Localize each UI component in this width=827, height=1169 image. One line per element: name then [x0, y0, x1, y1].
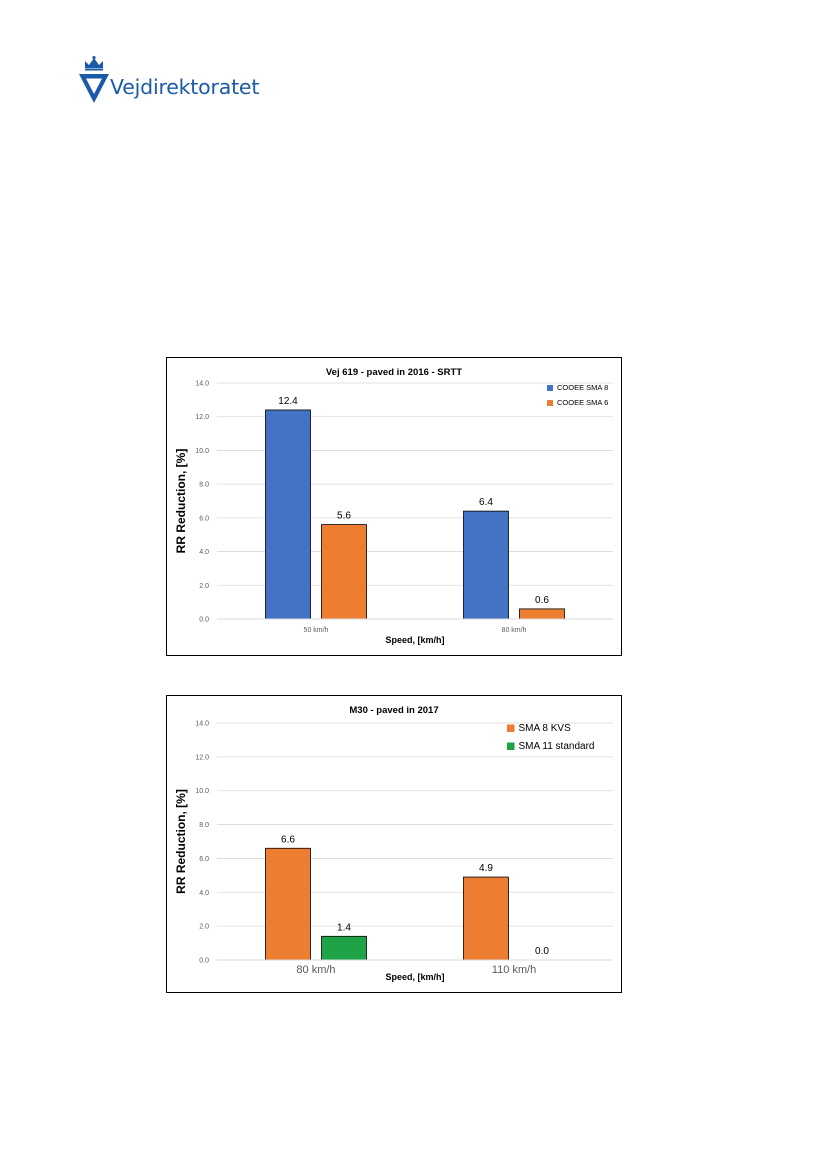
chart-title: Vej 619 - paved in 2016 - SRTT: [326, 367, 462, 378]
y-tick-label: 4.0: [199, 890, 209, 897]
bar: [519, 608, 565, 620]
y-tick-label: 2.0: [199, 924, 209, 931]
y-tick-label: 12.0: [195, 414, 209, 421]
legend-label: SMA 11 standard: [519, 741, 595, 752]
y-tick-label: 10.0: [195, 448, 209, 455]
legend-label: SMA 8 KVS: [519, 723, 572, 734]
data-label: 1.4: [337, 922, 351, 933]
y-tick-label: 8.0: [199, 482, 209, 489]
chart-vej619: Vej 619 - paved in 2016 - SRTT 0.0 2.0 4.0 6…: [166, 357, 622, 656]
x-tick-label: 80 km/h: [296, 964, 335, 976]
legend-swatch: [507, 724, 515, 732]
bar: [265, 847, 311, 961]
bar: [463, 876, 509, 961]
chart-m30: M30 - paved in 2017 0.0 2.0 4.0 6.0 8.0 10.0 12…: [166, 695, 622, 993]
data-label: 0.0: [535, 946, 549, 957]
x-axis-label: Speed, [km/h]: [385, 635, 444, 645]
x-axis-label: Speed, [km/h]: [385, 972, 444, 982]
legend-swatch: [507, 742, 515, 750]
logo-wordmark: Vejdirektoratet: [110, 75, 260, 99]
x-tick-label: 110 km/h: [492, 964, 536, 976]
crown-shield-icon: [79, 56, 109, 103]
y-tick-label: 10.0: [195, 788, 209, 795]
legend-label: COOEE SMA 8: [557, 383, 608, 392]
y-tick-label: 14.0: [195, 381, 209, 388]
y-tick-label: 4.0: [199, 549, 209, 556]
x-tick-label: 50 km/h: [304, 627, 329, 634]
data-label: 4.9: [479, 863, 493, 874]
y-tick-label: 2.0: [199, 583, 209, 590]
data-label: 5.6: [337, 511, 351, 522]
x-tick-label: 80 km/h: [502, 627, 527, 634]
y-tick-label: 14.0: [195, 721, 209, 728]
vejdirektoratet-logo: Vejdirektoratet: [78, 56, 278, 106]
y-tick-label: 0.0: [199, 958, 209, 965]
legend-label: COOEE SMA 6: [557, 398, 608, 407]
chart-svg: M30 - paved in 2017 0.0 2.0 4.0 6.0 8.0 10.0 12…: [174, 705, 613, 982]
y-tick-label: 6.0: [199, 515, 209, 522]
bar: [321, 935, 367, 961]
y-tick-label: 0.0: [199, 617, 209, 624]
y-tick-label: 8.0: [199, 822, 209, 829]
chart-svg: Vej 619 - paved in 2016 - SRTT 0.0 2.0 4.0 6…: [174, 367, 613, 645]
data-label: 6.4: [479, 497, 493, 508]
data-label: 12.4: [278, 396, 298, 407]
data-label: 6.6: [281, 834, 295, 845]
y-tick-label: 6.0: [199, 856, 209, 863]
legend-swatch: [547, 400, 553, 406]
y-axis-label: RR Reduction, [%]: [174, 789, 188, 894]
bar: [321, 524, 367, 620]
bar: [265, 409, 311, 620]
y-tick-label: 12.0: [195, 754, 209, 761]
legend-swatch: [547, 385, 553, 391]
bar: [463, 510, 509, 620]
chart-title: M30 - paved in 2017: [349, 705, 438, 716]
data-label: 0.6: [535, 595, 549, 606]
y-axis-label: RR Reduction, [%]: [174, 449, 188, 554]
